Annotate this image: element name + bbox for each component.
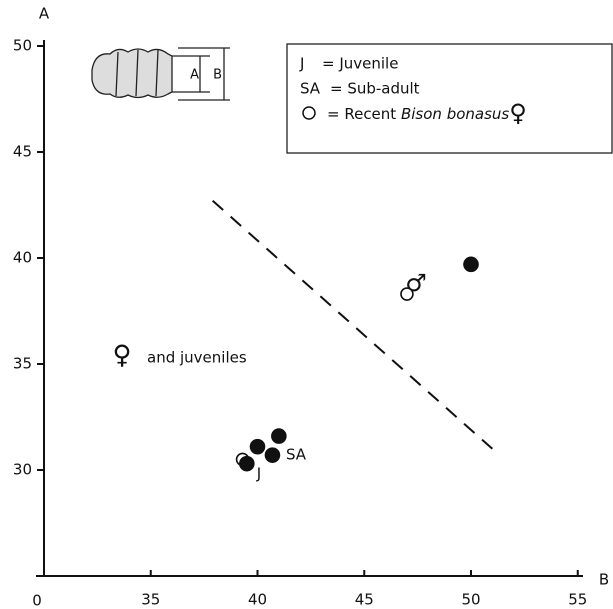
point-label: SA [286,446,307,464]
x-tick-label: 35 [141,591,160,609]
legend-prefix: = Recent [327,105,396,123]
y-tick-label: 50 [13,37,32,55]
legend-text: = Sub-adult [330,80,420,98]
point [265,448,279,462]
y-tick-label: 40 [13,249,32,267]
legend-marker [303,107,315,119]
point [251,440,265,454]
point [240,457,254,471]
y-tick-label: 45 [13,143,32,161]
x-tick-label: 45 [355,591,374,609]
x-tick-label: 40 [248,591,267,609]
x-axis-label: B [599,571,609,589]
tooth-icon [92,48,230,100]
divider-line [213,201,493,449]
origin-label: 0 [32,592,42,609]
chart: A B 0 A B J = Juvenile SA = Sub-adult = … [0,0,613,609]
point [272,429,286,443]
annotation: and juveniles [147,349,247,367]
annotation: ♀ [112,341,131,371]
point [401,288,413,300]
x-tick-label: 50 [461,591,480,609]
legend-text: = Juvenile [322,55,398,73]
legend-key: J [299,55,304,73]
legend-text: = Recent Bison bonasus♀ [327,99,527,127]
legend-key: SA [300,80,321,98]
y-tick-label: 35 [13,355,32,373]
legend-series-name: Bison bonasus [401,105,509,123]
legend-suffix: ♀ [509,99,527,127]
icon-label: A [190,68,199,83]
y-tick-label: 30 [13,461,32,479]
x-tick-label: 55 [568,591,587,609]
point [464,257,478,271]
icon-label: B [213,68,222,83]
y-axis-label: A [39,5,50,23]
point-label: J [256,465,261,483]
